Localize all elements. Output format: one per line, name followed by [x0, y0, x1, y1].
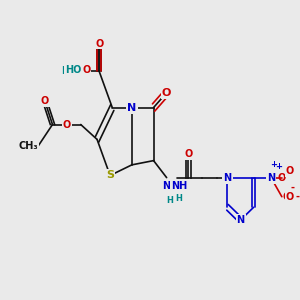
- Text: N: N: [127, 103, 136, 112]
- Text: O: O: [184, 149, 193, 159]
- Text: NH: NH: [171, 181, 187, 191]
- Text: O: O: [82, 65, 90, 75]
- Text: -: -: [291, 183, 295, 193]
- Text: -: -: [295, 192, 299, 202]
- Text: O: O: [95, 39, 103, 49]
- Text: O: O: [285, 192, 294, 202]
- Text: N: N: [236, 215, 244, 225]
- Text: N: N: [224, 172, 232, 183]
- Text: N: N: [267, 172, 275, 183]
- Text: N: N: [236, 215, 244, 225]
- Text: O: O: [162, 88, 171, 98]
- Text: O: O: [41, 96, 49, 106]
- Text: S: S: [106, 170, 114, 181]
- Text: HO: HO: [61, 66, 77, 76]
- Text: O: O: [282, 192, 290, 202]
- Text: CH₃: CH₃: [19, 141, 38, 151]
- Text: O: O: [95, 39, 103, 49]
- Text: NH: NH: [162, 181, 178, 191]
- Text: +: +: [270, 160, 277, 169]
- Text: O: O: [278, 172, 286, 183]
- Text: S: S: [106, 170, 114, 181]
- Text: +: +: [275, 163, 282, 172]
- Text: O: O: [162, 88, 171, 98]
- Text: HO: HO: [65, 65, 81, 75]
- Text: N: N: [267, 172, 275, 183]
- Text: O: O: [184, 149, 193, 159]
- Text: O: O: [285, 166, 294, 176]
- Text: O: O: [62, 119, 71, 130]
- Text: O: O: [41, 96, 49, 106]
- Text: H: H: [167, 196, 173, 206]
- Text: O: O: [62, 119, 71, 130]
- Text: H: H: [175, 194, 182, 203]
- Text: N: N: [224, 172, 232, 183]
- Text: O: O: [77, 66, 85, 76]
